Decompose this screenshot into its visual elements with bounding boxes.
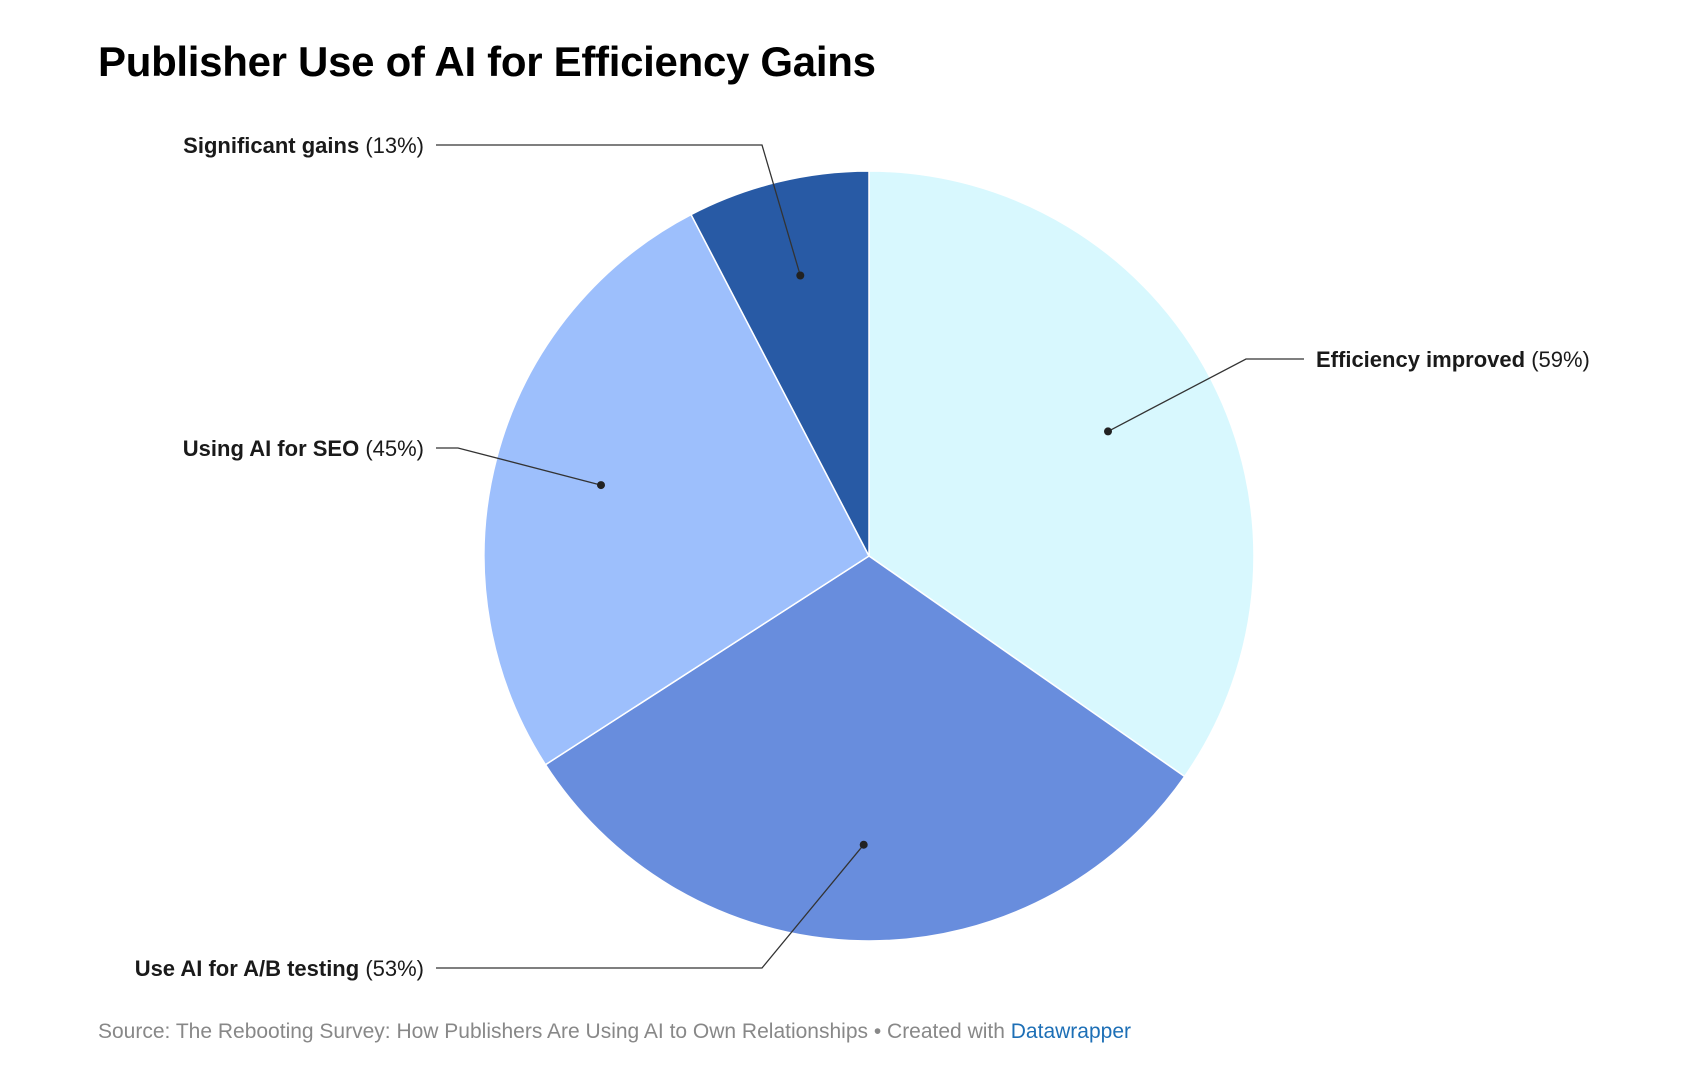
slice-label-value: (13%) [359, 133, 424, 158]
leader-dot-2 [859, 840, 868, 849]
slice-label-value: (53%) [359, 956, 424, 981]
leader-line-2 [436, 844, 865, 969]
slice-label-value: (59%) [1525, 347, 1590, 372]
leader-dot-3 [597, 481, 605, 490]
slice-label-value: (45%) [359, 436, 424, 461]
leader-line-1 [1107, 358, 1304, 432]
leader-dot-1 [1104, 427, 1112, 436]
leader-line-3 [436, 447, 602, 486]
leader-line-4 [436, 144, 801, 276]
slice-labels: Efficiency improved (59%) Use AI for A/B … [135, 133, 1590, 981]
source-note: Source: The Rebooting Survey: How Publis… [98, 1020, 1011, 1043]
pie-slices [483, 170, 1255, 942]
pie-slice-4 [690, 170, 870, 557]
leader-dot-4 [796, 271, 805, 280]
slice-label-name: Using AI for SEO [183, 436, 359, 461]
slice-label-2: Use AI for A/B testing (53%) [135, 956, 424, 981]
label-leaders [436, 144, 1304, 969]
slice-label-4: Significant gains (13%) [183, 133, 424, 158]
slice-label-3: Using AI for SEO (45%) [183, 436, 424, 461]
datawrapper-link[interactable]: Datawrapper [1010, 1020, 1131, 1043]
pie-slice-2 [544, 555, 1186, 942]
slice-label-name: Significant gains [183, 133, 359, 158]
chart-footer: Source: The Rebooting Survey: How Publis… [98, 1020, 1131, 1044]
slice-label-name: Use AI for A/B testing [135, 956, 360, 981]
slice-label-name: Efficiency improved [1316, 347, 1525, 372]
chart-title: Publisher Use of AI for Efficiency Gains [98, 38, 876, 85]
slice-label-1: Efficiency improved (59%) [1316, 347, 1590, 372]
